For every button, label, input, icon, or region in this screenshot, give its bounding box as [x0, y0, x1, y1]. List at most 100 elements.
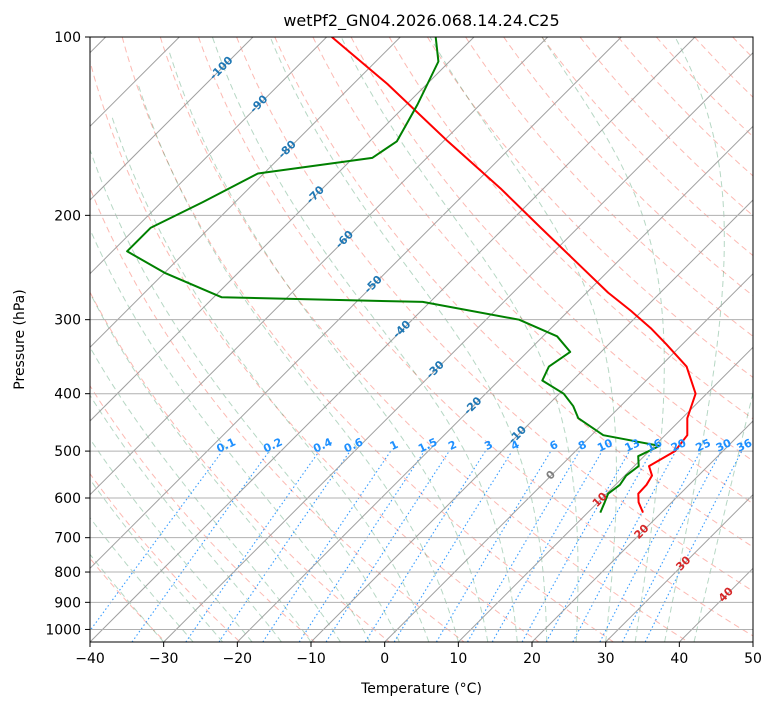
mixing-ratio-label: 0.2: [261, 435, 284, 455]
chart-title: wetPf2_GN04.2026.068.14.24.C25: [283, 11, 559, 31]
isotherm-line: [678, 567, 753, 642]
dry-adiabat: [503, 37, 753, 297]
warm-isotherm-label: 40: [716, 584, 736, 604]
mixing-ratio-line: [393, 450, 513, 642]
mixing-ratio-line: [325, 450, 450, 642]
isotherm-line: [90, 37, 475, 422]
moist-adiabat: [90, 553, 165, 642]
y-tick-label: 1000: [45, 622, 81, 638]
isotherm-line: [90, 37, 549, 496]
dry-adiabat: [388, 37, 753, 420]
isotherm-label: -70: [304, 183, 327, 206]
mixing-ratio-line: [545, 450, 653, 642]
mixing-ratio-label: 25: [693, 436, 712, 454]
dry-adiabat: [121, 37, 614, 642]
x-tick-label: 10: [449, 651, 467, 667]
y-axis-label: Pressure (hPa): [12, 289, 28, 389]
isotherm-line: [163, 51, 753, 642]
dry-adiabat: [579, 37, 753, 217]
dry-adiabat: [90, 384, 316, 642]
mixing-ratio-label: 30: [714, 436, 734, 454]
dry-adiabat: [541, 37, 753, 257]
isotherm-line: [90, 37, 401, 349]
dry-adiabat: [656, 37, 753, 138]
x-tick-label: 0: [380, 651, 389, 667]
y-tick-label: 700: [54, 531, 81, 547]
axes: −40 −30 −20 −10 0 10 20 30 40 5010009008007006005…: [45, 30, 762, 667]
mixing-ratio-line: [262, 450, 392, 642]
y-tick-label: 900: [54, 595, 81, 611]
mixing-ratio-line: [621, 450, 722, 642]
isoline-labels: -100-90-80-70-60-50-40-30-20-10010203040…: [207, 54, 753, 605]
moist-adiabat: [211, 37, 518, 642]
mixing-ratio-label: 10: [595, 436, 615, 454]
moist-adiabat: [429, 37, 617, 642]
moist-adiabat: [90, 516, 194, 642]
moist-adiabat: [541, 37, 665, 642]
mixing-ratio-label: 1.5: [416, 435, 439, 455]
x-tick-label: −30: [149, 651, 179, 667]
y-tick-label: 800: [54, 565, 81, 581]
y-tick-label: 100: [54, 30, 81, 46]
dry-adiabat: [771, 37, 775, 642]
moist-adiabat: [90, 148, 400, 642]
mixing-ratio-line: [185, 450, 320, 642]
dry-adiabat: [198, 37, 753, 637]
isotherm-line: [531, 420, 753, 642]
moist-adiabat: [269, 37, 548, 642]
mixing-ratio-label: 16: [645, 436, 665, 454]
dewpoint-profile: [126, 37, 661, 513]
x-tick-label: 20: [523, 651, 541, 667]
moist-adiabat: [110, 114, 430, 642]
isotherm-line: [90, 37, 696, 642]
x-tick-label: −10: [296, 651, 326, 667]
x-tick-label: −20: [223, 651, 253, 667]
y-tick-label: 200: [54, 208, 81, 224]
mixing-ratio-label: 0.6: [342, 435, 365, 455]
dry-adiabat: [312, 37, 753, 505]
moist-adiabat: [90, 346, 312, 642]
isotherm-line: [605, 493, 753, 642]
warm-isotherm-label: 30: [673, 553, 693, 573]
mixing-ratio-label: 20: [669, 436, 689, 454]
y-tick-label: 500: [54, 444, 81, 460]
dry-adiabat: [90, 186, 465, 642]
moist-adiabat: [340, 37, 579, 642]
isotherm-line: [236, 125, 753, 642]
moist-adiabat: [137, 83, 459, 642]
x-axis-label: Temperature (°C): [360, 681, 482, 697]
mixing-ratio-line: [298, 450, 425, 642]
mixing-ratio-line: [435, 450, 552, 642]
mixing-ratio-line: [572, 450, 677, 642]
x-tick-label: 50: [744, 651, 762, 667]
isotherm-line: [384, 272, 753, 642]
isotherm-line: [752, 641, 753, 642]
mixing-ratio-line: [644, 450, 743, 642]
mixing-ratio-label: 13: [623, 436, 642, 454]
x-tick-label: −40: [75, 651, 105, 667]
dry-adiabat: [732, 37, 753, 59]
dry-adiabat: [465, 37, 753, 337]
isotherm-label: -60: [333, 228, 356, 251]
moist-adiabat: [90, 292, 341, 642]
moist-adiabat: [90, 394, 282, 642]
moist-adiabat: [90, 438, 253, 642]
isotherm-label: -40: [390, 318, 413, 341]
isotherm-line: [90, 37, 328, 275]
dry-adiabat: [236, 37, 753, 592]
mixing-ratio-line: [218, 450, 351, 642]
moist-adiabat: [693, 390, 753, 642]
dry-adiabat: [159, 37, 689, 642]
dry-adiabat: [694, 37, 753, 98]
dry-adiabat: [274, 37, 753, 548]
mixing-ratio-line: [90, 450, 223, 632]
temperature-profile: [331, 37, 697, 513]
x-tick-label: 40: [670, 651, 688, 667]
series-layer: [126, 37, 697, 513]
dry-adiabat: [426, 37, 753, 378]
x-tick-label: 30: [597, 651, 615, 667]
isotherm-line: [90, 37, 254, 201]
mixing-ratio-label: 0.4: [311, 435, 334, 455]
isotherm-line: [90, 37, 622, 570]
